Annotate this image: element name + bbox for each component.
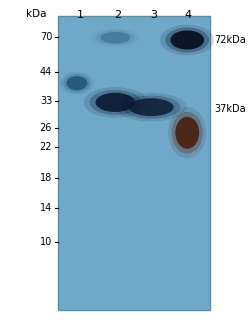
Ellipse shape xyxy=(170,30,204,50)
Text: 3: 3 xyxy=(150,10,157,20)
Text: 4: 4 xyxy=(185,10,192,20)
Ellipse shape xyxy=(95,93,135,112)
Text: 37kDa: 37kDa xyxy=(215,104,246,114)
Text: 26: 26 xyxy=(40,123,52,133)
Ellipse shape xyxy=(60,72,93,94)
Ellipse shape xyxy=(172,112,203,154)
Ellipse shape xyxy=(129,98,174,116)
Ellipse shape xyxy=(90,90,141,115)
FancyBboxPatch shape xyxy=(58,16,210,310)
Text: 44: 44 xyxy=(40,67,52,77)
Text: 33: 33 xyxy=(40,96,52,106)
Text: 70: 70 xyxy=(40,32,52,42)
Text: 10: 10 xyxy=(40,236,52,247)
Text: 22: 22 xyxy=(40,142,52,152)
Ellipse shape xyxy=(175,117,199,149)
Ellipse shape xyxy=(63,74,91,92)
Text: 2: 2 xyxy=(114,10,121,20)
Text: 72kDa: 72kDa xyxy=(215,35,246,45)
Ellipse shape xyxy=(160,25,214,55)
Ellipse shape xyxy=(92,28,139,47)
Ellipse shape xyxy=(165,28,209,52)
Ellipse shape xyxy=(84,87,147,118)
Ellipse shape xyxy=(100,32,130,44)
Text: 18: 18 xyxy=(40,172,52,183)
Ellipse shape xyxy=(66,76,87,90)
Text: 1: 1 xyxy=(77,10,84,20)
Ellipse shape xyxy=(168,107,206,158)
Text: 14: 14 xyxy=(40,203,52,213)
Ellipse shape xyxy=(116,93,187,122)
Ellipse shape xyxy=(96,30,135,45)
Text: kDa: kDa xyxy=(26,9,46,20)
Ellipse shape xyxy=(122,96,180,119)
